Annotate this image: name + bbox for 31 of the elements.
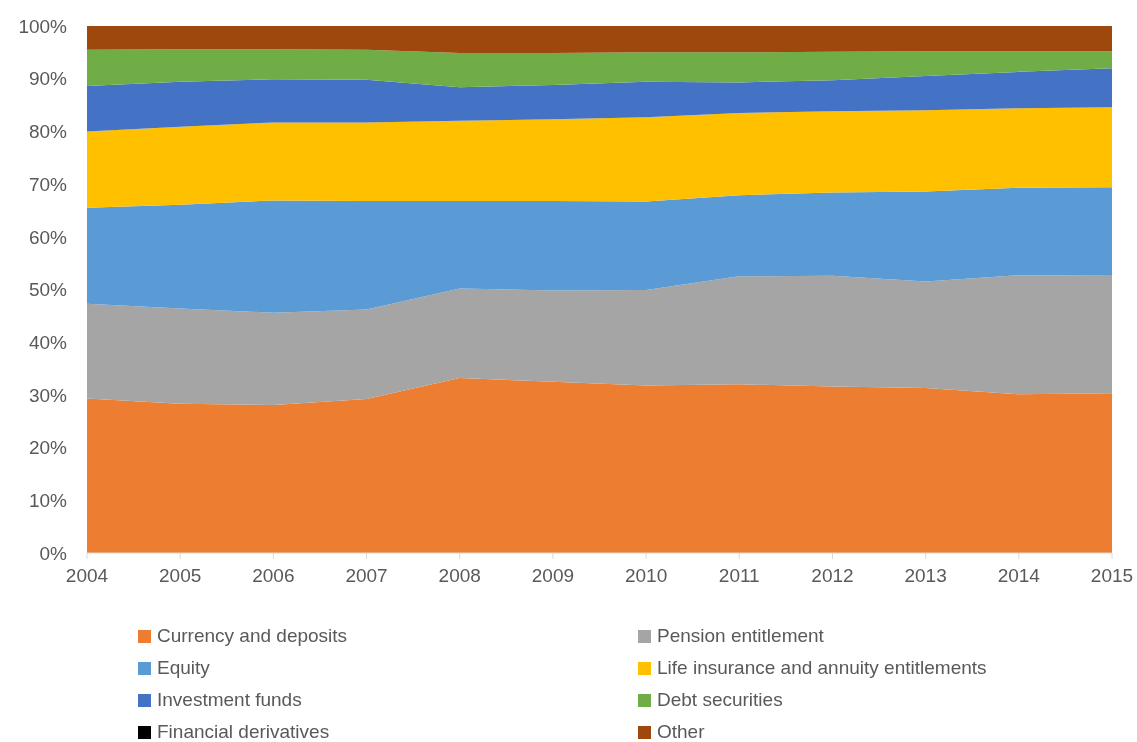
legend-label: Equity xyxy=(157,657,210,678)
legend-label: Investment funds xyxy=(157,689,302,710)
x-tick-label: 2015 xyxy=(1090,565,1134,587)
y-tick-label: 30% xyxy=(28,384,68,406)
x-tick-label: 2012 xyxy=(811,565,854,587)
y-tick-label: 40% xyxy=(28,331,68,353)
x-tick-label: 2014 xyxy=(997,565,1041,587)
x-tick-label: 2008 xyxy=(438,565,481,587)
x-tick-label: 2004 xyxy=(65,565,109,587)
y-tick-label: 10% xyxy=(28,490,68,512)
y-tick-label: 0% xyxy=(39,542,68,564)
y-tick-label: 80% xyxy=(28,121,68,143)
legend-label: Pension entitlement xyxy=(657,625,824,646)
legend-label: Currency and deposits xyxy=(157,625,348,646)
y-tick-label: 50% xyxy=(28,279,68,301)
x-tick-label: 2010 xyxy=(624,565,668,587)
legend-label: Debt securities xyxy=(657,689,783,710)
x-tick-label: 2011 xyxy=(718,565,760,587)
legend-label: Other xyxy=(657,721,705,742)
x-tick-label: 2013 xyxy=(904,565,947,587)
y-tick-label: 90% xyxy=(28,68,68,90)
x-tick-label: 2005 xyxy=(159,565,202,587)
legend-label: Financial derivatives xyxy=(157,721,330,742)
legend-label: Life insurance and annuity entitlements xyxy=(657,657,987,678)
y-tick-label: 60% xyxy=(28,226,68,248)
y-tick-label: 20% xyxy=(28,437,68,459)
y-tick-label: 70% xyxy=(28,173,68,195)
x-tick-label: 2009 xyxy=(531,565,575,587)
x-tick-label: 2007 xyxy=(345,565,388,587)
x-tick-label: 2006 xyxy=(252,565,295,587)
y-tick-label: 100% xyxy=(18,15,68,37)
